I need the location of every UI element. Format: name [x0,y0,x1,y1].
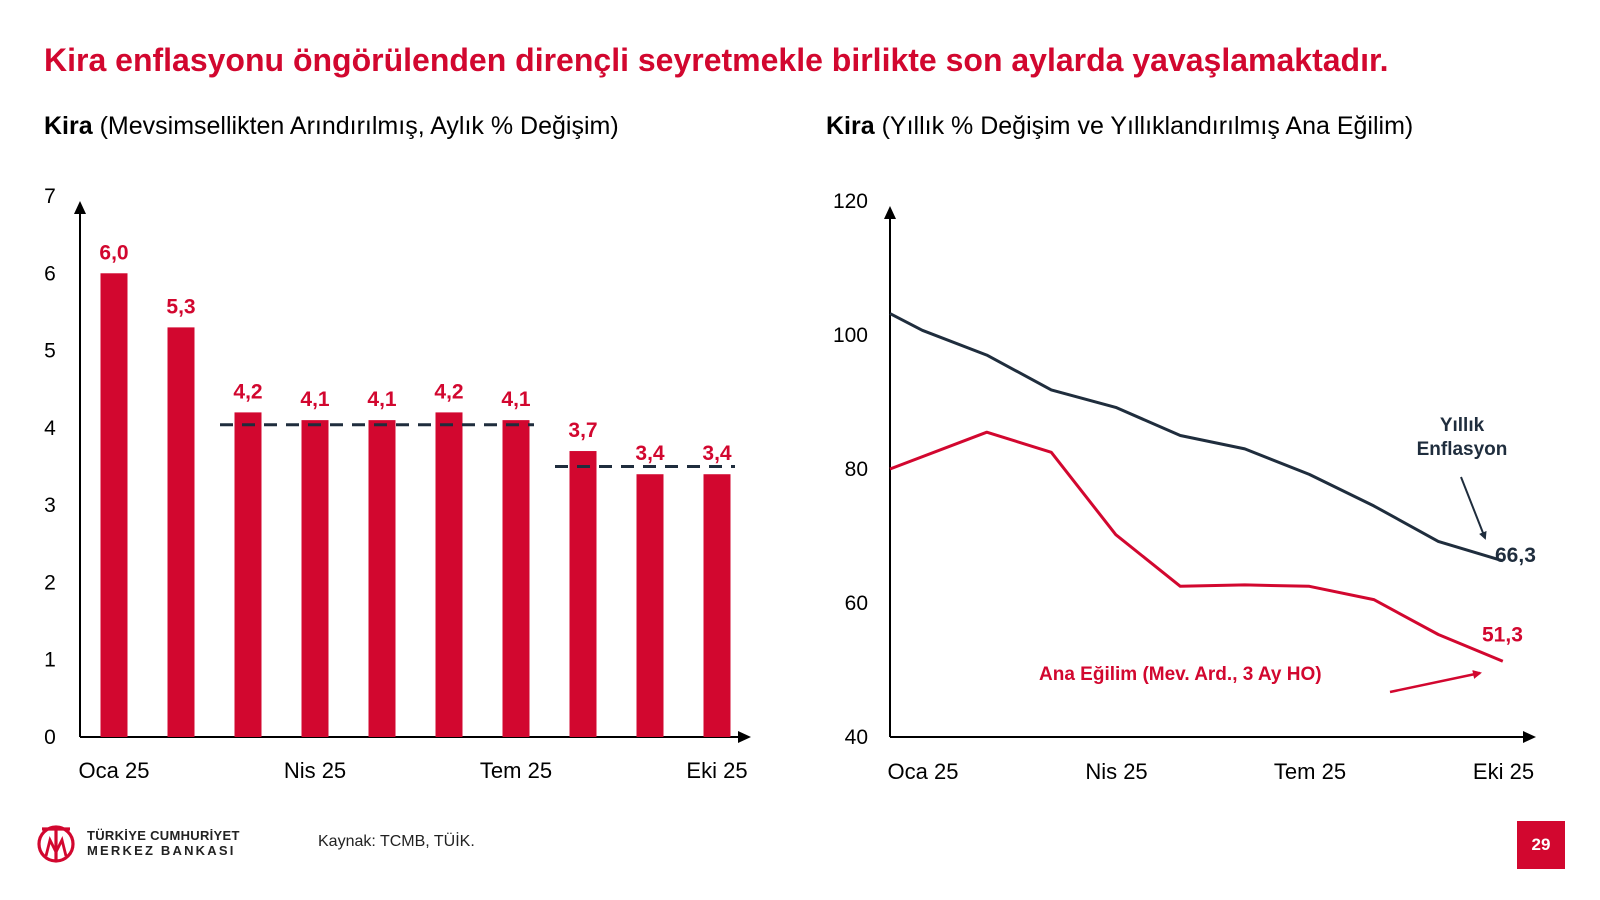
bar-x-tick-label: Oca 25 [79,758,150,783]
bar-x-tick-label: Nis 25 [284,758,346,783]
line-y-axis-arrow [884,206,896,219]
bar-x-axis-arrow [738,731,751,743]
bar [368,420,396,737]
cbrt-emblem-icon [37,825,75,863]
bar [703,474,731,737]
series-line-yillik-enflasyon [889,312,1504,563]
legend-ana-arrow [1389,670,1482,694]
series-line-ana-egilim [889,430,1504,663]
cbrt-logo: TÜRKİYE CUMHURİYET MERKEZ BANKASI [33,820,240,866]
line-x-axis-arrow [1523,731,1536,743]
bar [502,420,530,737]
bar [100,273,128,737]
slide-title: Kira enflasyonu öngörülenden dirençli se… [44,42,1389,78]
line-chart-title: Kira (Yıllık % Değişim ve Yıllıklandırıl… [826,112,1413,141]
bar-chart-title-rest: (Mevsimsellikten Arındırılmış, Aylık % D… [92,112,619,140]
source-note: Kaynak: TCMB, TÜİK. [318,833,475,850]
bar-value-label: 5,3 [166,295,195,318]
bar-y-tick-label: 0 [44,726,56,749]
bar-value-label: 3,7 [568,419,597,442]
bar-y-tick-label: 6 [44,262,56,285]
page-number: 29 [1517,821,1565,869]
line-y-tick-label: 40 [845,726,868,749]
line-x-tick-label: Tem 25 [1274,759,1346,784]
legend-yillik-arrow [1460,476,1487,540]
bar-value-label: 4,1 [300,388,330,411]
bar-value-label: 4,2 [434,380,463,403]
logo-line-1: TÜRKİYE CUMHURİYET [87,828,240,843]
bar-y-tick-label: 5 [44,340,56,363]
bar-value-label: 6,0 [99,241,128,264]
line-chart-title-rest: (Yıllık % Değişim ve Yıllıklandırılmış A… [874,112,1414,140]
bar-chart-title-bold: Kira [44,112,93,140]
bar [234,412,262,737]
legend-ana-egilim: Ana Eğilim (Mev. Ard., 3 Ay HO) [1039,664,1322,685]
line-y-tick-label: 120 [833,190,868,213]
legend-yillik-enflasyon-line1: Yıllık [1440,415,1485,436]
bar-x-tick-label: Eki 25 [686,758,747,783]
bar [636,474,664,737]
line-y-tick-label: 80 [845,458,868,481]
series-end-label-yillik: 66,3 [1495,544,1536,567]
bar [569,451,597,737]
line-x-tick-label: Oca 25 [888,759,959,784]
bar-y-axis-arrow [74,201,86,214]
line-y-tick-label: 60 [845,592,868,615]
line-y-tick-label: 100 [833,324,868,347]
legend-yillik-enflasyon-line2: Enflasyon [1417,439,1508,460]
line-chart: 40 60 80 100 120 66,3 51,3 Oca 25 Nis 25 Tem 25 Ek… [833,190,1536,784]
bar-value-label: 4,2 [233,380,262,403]
bar-value-label: 3,4 [702,442,732,465]
bar-y-tick-label: 4 [44,417,56,440]
bar-y-tick-label: 1 [44,649,56,672]
bar-y-tick-label: 3 [44,494,56,517]
line-x-tick-label: Nis 25 [1085,759,1147,784]
bar-value-label: 3,4 [635,442,665,465]
bar [167,327,195,737]
series-end-label-ana-egilim: 51,3 [1482,623,1523,646]
line-chart-title-bold: Kira [826,112,875,140]
line-x-tick-label: Eki 25 [1473,759,1534,784]
bar-x-tick-label: Tem 25 [480,758,552,783]
bar-chart-title: Kira (Mevsimsellikten Arındırılmış, Aylı… [44,112,619,141]
bar-chart: 0 1 2 3 4 5 6 7 6,0 5,3 4,2 4,1 4,1 4,2 4,1 3,7 3,4 3,4 Oc… [44,185,751,783]
logo-line-2: MERKEZ BANKASI [87,843,236,858]
bar-value-label: 4,1 [501,388,531,411]
bar-value-label: 4,1 [367,388,397,411]
bar [301,420,329,737]
bar [435,412,463,737]
bar-y-tick-label: 7 [44,185,56,208]
bar-y-tick-label: 2 [44,571,56,594]
